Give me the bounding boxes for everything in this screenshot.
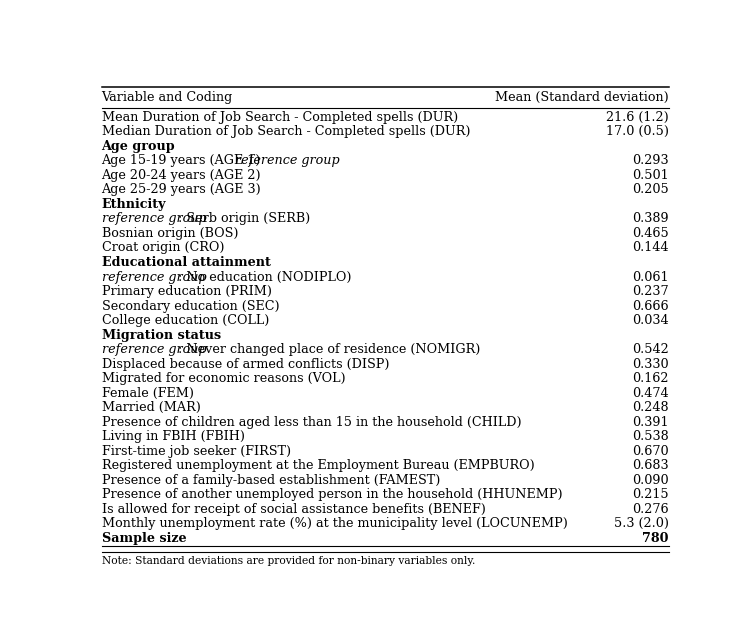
Text: Bosnian origin (BOS): Bosnian origin (BOS) [101, 227, 238, 240]
Text: Croat origin (CRO): Croat origin (CRO) [101, 241, 224, 255]
Text: 0.237: 0.237 [632, 285, 669, 298]
Text: First-time job seeker (FIRST): First-time job seeker (FIRST) [101, 445, 291, 458]
Text: 17.0 (0.5): 17.0 (0.5) [606, 125, 669, 138]
Text: : Serb origin (SERB): : Serb origin (SERB) [178, 212, 310, 226]
Text: 21.6 (1.2): 21.6 (1.2) [606, 111, 669, 124]
Text: 0.248: 0.248 [632, 401, 669, 414]
Text: 0.666: 0.666 [632, 300, 669, 313]
Text: Married (MAR): Married (MAR) [101, 401, 200, 414]
Text: 0.205: 0.205 [632, 183, 669, 197]
Text: 0.465: 0.465 [632, 227, 669, 240]
Text: Sample size: Sample size [101, 532, 186, 545]
Text: Secondary education (SEC): Secondary education (SEC) [101, 300, 279, 313]
Text: Female (FEM): Female (FEM) [101, 387, 194, 399]
Text: 5.3 (2.0): 5.3 (2.0) [614, 517, 669, 530]
Text: Is allowed for receipt of social assistance benefits (BENEF): Is allowed for receipt of social assista… [101, 502, 485, 516]
Text: Migrated for economic reasons (VOL): Migrated for economic reasons (VOL) [101, 372, 345, 385]
Text: 0.538: 0.538 [632, 430, 669, 443]
Text: 0.474: 0.474 [632, 387, 669, 399]
Text: reference group: reference group [101, 343, 206, 356]
Text: Age 15-19 years (AGE 1): Age 15-19 years (AGE 1) [101, 154, 265, 167]
Text: Presence of a family-based establishment (FAMEST): Presence of a family-based establishment… [101, 474, 439, 487]
Text: Displaced because of armed conflicts (DISP): Displaced because of armed conflicts (DI… [101, 358, 389, 370]
Text: Note: Standard deviations are provided for non-binary variables only.: Note: Standard deviations are provided f… [101, 556, 475, 566]
Text: Mean Duration of Job Search - Completed spells (DUR): Mean Duration of Job Search - Completed … [101, 111, 458, 124]
Text: 0.144: 0.144 [632, 241, 669, 255]
Text: Mean (Standard deviation): Mean (Standard deviation) [495, 91, 669, 104]
Text: 780: 780 [642, 532, 669, 545]
Text: 0.090: 0.090 [632, 474, 669, 487]
Text: 0.389: 0.389 [632, 212, 669, 226]
Text: 0.215: 0.215 [632, 489, 669, 501]
Text: Age 25-29 years (AGE 3): Age 25-29 years (AGE 3) [101, 183, 261, 197]
Text: Primary education (PRIM): Primary education (PRIM) [101, 285, 272, 298]
Text: 0.276: 0.276 [632, 502, 669, 516]
Text: Migration status: Migration status [101, 329, 220, 341]
Text: 0.034: 0.034 [632, 314, 669, 327]
Text: 0.501: 0.501 [632, 169, 669, 182]
Text: Ethnicity: Ethnicity [101, 198, 166, 211]
Text: Age 20-24 years (AGE 2): Age 20-24 years (AGE 2) [101, 169, 261, 182]
Text: Living in FBIH (FBIH): Living in FBIH (FBIH) [101, 430, 244, 443]
Text: Age group: Age group [101, 140, 175, 153]
Text: 0.683: 0.683 [632, 459, 669, 472]
Text: 0.391: 0.391 [632, 416, 669, 428]
Text: 0.061: 0.061 [632, 270, 669, 284]
Text: Presence of another unemployed person in the household (HHUNEMP): Presence of another unemployed person in… [101, 489, 562, 501]
Text: : Never changed place of residence (NOMIGR): : Never changed place of residence (NOMI… [178, 343, 481, 356]
Text: 0.162: 0.162 [632, 372, 669, 385]
Text: reference group: reference group [235, 154, 339, 167]
Text: Registered unemployment at the Employment Bureau (EMPBURO): Registered unemployment at the Employmen… [101, 459, 534, 472]
Text: reference group: reference group [101, 270, 206, 284]
Text: 0.670: 0.670 [632, 445, 669, 458]
Text: College education (COLL): College education (COLL) [101, 314, 268, 327]
Text: Presence of children aged less than 15 in the household (CHILD): Presence of children aged less than 15 i… [101, 416, 521, 428]
Text: Median Duration of Job Search - Completed spells (DUR): Median Duration of Job Search - Complete… [101, 125, 470, 138]
Text: : No education (NODIPLO): : No education (NODIPLO) [178, 270, 352, 284]
Text: 0.293: 0.293 [632, 154, 669, 167]
Text: 0.330: 0.330 [632, 358, 669, 370]
Text: 0.542: 0.542 [632, 343, 669, 356]
Text: Monthly unemployment rate (%) at the municipality level (LOCUNEMP): Monthly unemployment rate (%) at the mun… [101, 517, 567, 530]
Text: Educational attainment: Educational attainment [101, 256, 270, 269]
Text: Variable and Coding: Variable and Coding [101, 91, 232, 104]
Text: reference group: reference group [101, 212, 206, 226]
